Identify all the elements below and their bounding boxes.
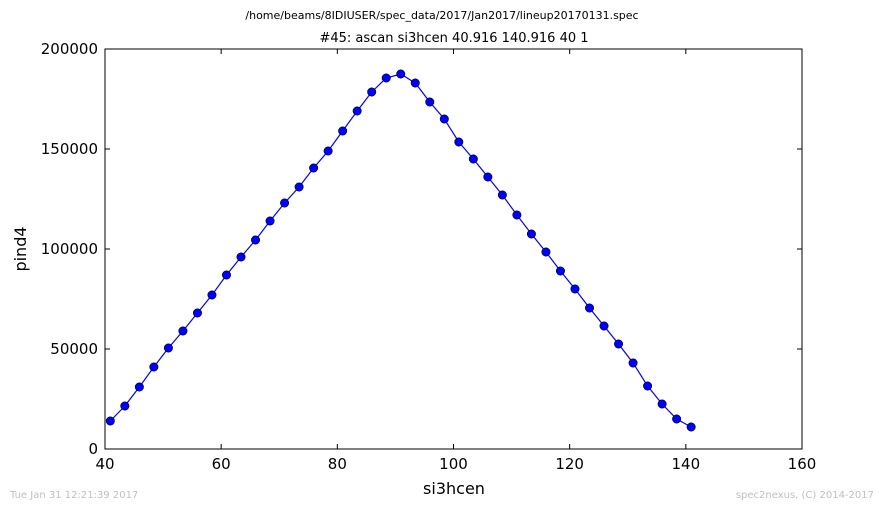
data-point — [425, 97, 435, 107]
data-point — [309, 163, 319, 173]
data-point — [251, 235, 261, 245]
data-point — [192, 308, 202, 318]
y-tick-label: 0 — [88, 440, 98, 458]
data-point — [555, 266, 565, 276]
data-point — [163, 343, 173, 353]
data-point — [468, 154, 478, 164]
data-point — [672, 414, 682, 424]
data-point — [410, 78, 420, 88]
data-point — [396, 69, 406, 79]
x-tick-label: 140 — [672, 455, 701, 473]
data-point — [657, 399, 667, 409]
data-point — [599, 321, 609, 331]
data-point — [512, 210, 522, 220]
data-point — [381, 73, 391, 83]
data-point — [352, 106, 362, 116]
x-tick-label: 120 — [555, 455, 584, 473]
data-point — [338, 126, 348, 136]
data-point — [526, 229, 536, 239]
data-point — [236, 252, 246, 262]
data-point — [207, 290, 217, 300]
data-point — [439, 114, 449, 124]
y-axis-label: pind4 — [11, 226, 30, 271]
footer-credit: spec2nexus, (C) 2014-2017 — [736, 490, 874, 501]
data-point — [120, 401, 130, 411]
data-point — [686, 422, 696, 432]
file-path: /home/beams/8IDIUSER/spec_data/2017/Jan2… — [245, 9, 638, 22]
x-tick-label: 60 — [212, 455, 231, 473]
y-tick-label: 100000 — [41, 240, 98, 258]
y-tick-label: 50000 — [50, 340, 98, 358]
data-point — [483, 172, 493, 182]
data-point — [149, 362, 159, 372]
data-point — [178, 326, 188, 336]
data-point — [454, 137, 464, 147]
plot-frame — [104, 48, 803, 450]
data-point — [105, 416, 115, 426]
data-point — [294, 182, 304, 192]
data-point — [134, 382, 144, 392]
data-point — [614, 339, 624, 349]
data-point — [323, 146, 333, 156]
x-tick-label: 80 — [328, 455, 347, 473]
series-line — [109, 73, 692, 428]
data-point — [628, 358, 638, 368]
plot-area: 40 60 80 100 120 140 160 0 50000 100000 150000 2000… — [41, 40, 817, 473]
x-tick-label: 40 — [95, 455, 114, 473]
data-point — [280, 198, 290, 208]
data-point — [585, 303, 595, 313]
y-tick-label: 150000 — [41, 140, 98, 158]
chart-title: #45: ascan si3hcen 40.916 140.916 40 1 — [319, 31, 588, 46]
x-tick-label: 100 — [439, 455, 468, 473]
data-point — [541, 247, 551, 257]
x-tick-label: 160 — [788, 455, 817, 473]
data-point — [367, 87, 377, 97]
data-point — [221, 270, 231, 280]
footer-timestamp: Tue Jan 31 12:21:39 2017 — [9, 490, 138, 501]
x-axis-label: si3hcen — [423, 479, 485, 498]
data-point — [265, 216, 275, 226]
data-point — [643, 381, 653, 391]
data-point — [497, 190, 507, 200]
data-point — [570, 284, 580, 294]
y-tick-label: 200000 — [41, 40, 98, 58]
